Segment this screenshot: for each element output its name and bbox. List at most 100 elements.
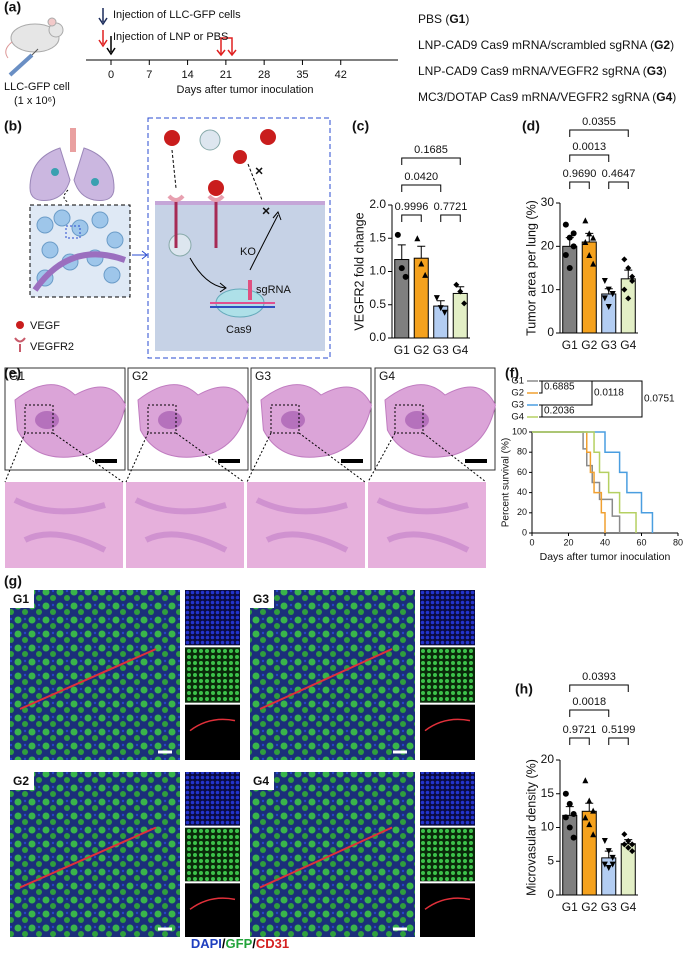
- data-point: [562, 814, 569, 821]
- data-point: [441, 309, 448, 316]
- cd31-signal: [424, 718, 471, 732]
- data-point: [629, 278, 636, 284]
- gfp-channel: [420, 647, 475, 703]
- dapi-channel: [420, 590, 475, 646]
- dapi-channel: [185, 772, 240, 826]
- data-point: [566, 234, 573, 241]
- block-mark: ×: [262, 203, 270, 219]
- legend-label: G2: [511, 388, 524, 399]
- data-point: [570, 230, 577, 237]
- lung-section: [137, 384, 249, 458]
- p-value: 0.2036: [544, 406, 575, 417]
- vessel: [19, 826, 157, 889]
- x-tick-label: G2: [581, 900, 597, 914]
- data-point: [590, 807, 597, 814]
- data-point: [609, 861, 616, 868]
- p-value: 0.0118: [594, 388, 624, 399]
- data-point: [590, 831, 597, 838]
- survival-curve: [532, 431, 637, 533]
- data-point: [457, 288, 464, 295]
- legend-label: G1: [511, 376, 524, 387]
- significance-bracket: [401, 157, 461, 165]
- lung-section: [14, 384, 126, 458]
- data-point: [402, 273, 409, 280]
- zoom-line: [367, 432, 396, 483]
- label-box: [10, 772, 34, 790]
- bar: [452, 292, 468, 339]
- zoom-image: [368, 482, 486, 568]
- data-point: [625, 265, 632, 271]
- y-tick-label: 15: [541, 786, 555, 800]
- x-tick-label: 80: [673, 537, 683, 547]
- y-tick-label: 0.5: [369, 297, 386, 311]
- y-tick-label: 20: [517, 507, 527, 517]
- cell-dose: (1 x 10⁶): [14, 95, 56, 107]
- legend-text: Injection of LLC-GFP cells: [113, 9, 241, 21]
- survival-curve: [532, 431, 621, 533]
- data-point: [586, 230, 593, 237]
- x-tick-label: G4: [620, 338, 636, 352]
- x-tick-label: 0: [529, 537, 534, 547]
- tumor-region: [35, 411, 59, 429]
- tumor-region: [281, 411, 305, 429]
- significance-bracket: [539, 404, 543, 418]
- zoom-box: [270, 404, 300, 434]
- panel-label: (d): [522, 118, 540, 134]
- bar: [413, 257, 429, 339]
- p-value: 0.0751: [644, 394, 675, 405]
- significance-bracket: [569, 737, 590, 745]
- p-value: 0.0013: [572, 141, 606, 153]
- timeline-xlabel: Days after tumor inoculation: [177, 84, 314, 96]
- y-axis-label: Microvasular density (%): [524, 759, 538, 896]
- cd31-channel: [420, 883, 475, 937]
- image-label: G3: [253, 592, 269, 606]
- x-tick-label: G2: [581, 338, 597, 352]
- y-tick-label: 10: [541, 820, 555, 834]
- y-tick-label: 30: [541, 195, 555, 209]
- data-point: [625, 295, 632, 302]
- zoom-image: [126, 482, 244, 568]
- significance-bracket: [539, 380, 643, 418]
- stain-legend: DAPI/GFP/CD31: [191, 936, 289, 951]
- p-value: 0.0393: [582, 671, 616, 683]
- zoom-line: [298, 432, 366, 483]
- stain-name: DAPI: [191, 936, 222, 951]
- group-description: MC3/DOTAP Cas9 mRNA/VEGFR2 sgRNA (G4): [418, 90, 676, 104]
- image-label: G1: [9, 369, 25, 383]
- lung-section: [260, 384, 372, 458]
- diagram-label: KO: [240, 246, 256, 258]
- label-box: [250, 772, 274, 790]
- data-point: [586, 252, 593, 258]
- tissue-texture: [13, 497, 107, 553]
- block-mark: ×: [255, 163, 263, 179]
- x-axis-label: Days after tumor inoculation: [540, 551, 671, 563]
- y-tick-label: 20: [541, 752, 555, 766]
- error-bar: [417, 245, 426, 259]
- data-point: [621, 841, 628, 848]
- legend-label: G3: [511, 400, 524, 411]
- y-tick-label: 5: [547, 853, 554, 867]
- dapi-channel: [420, 772, 475, 826]
- significance-bracket: [440, 214, 461, 222]
- tissue-texture: [376, 497, 470, 553]
- tissue-texture: [255, 497, 349, 553]
- data-point: [601, 861, 608, 868]
- data-point: [605, 304, 612, 310]
- data-point: [570, 243, 577, 250]
- label-box: [10, 590, 34, 608]
- timeline-tick-label: 7: [146, 69, 152, 81]
- significance-bracket: [569, 181, 590, 189]
- mouse-icon: [5, 17, 64, 77]
- group-text: MC3/DOTAP Cas9 mRNA/VEGFR2 sgRNA (: [418, 90, 656, 104]
- tumor-region: [158, 411, 182, 429]
- data-point: [418, 260, 425, 267]
- group-text: LNP-CAD9 Cas9 mRNA/VEGFR2 sgRNA (: [418, 64, 647, 78]
- panel-label: (g): [4, 573, 22, 589]
- image-label: G4: [253, 774, 269, 788]
- cell-label: LLC-GFP cell: [4, 81, 70, 93]
- group-description: LNP-CAD9 Cas9 mRNA/VEGFR2 sgRNA (G3): [418, 64, 667, 78]
- data-point: [566, 824, 573, 831]
- x-tick-label: G1: [562, 338, 578, 352]
- data-point: [629, 841, 636, 848]
- data-point: [621, 831, 628, 838]
